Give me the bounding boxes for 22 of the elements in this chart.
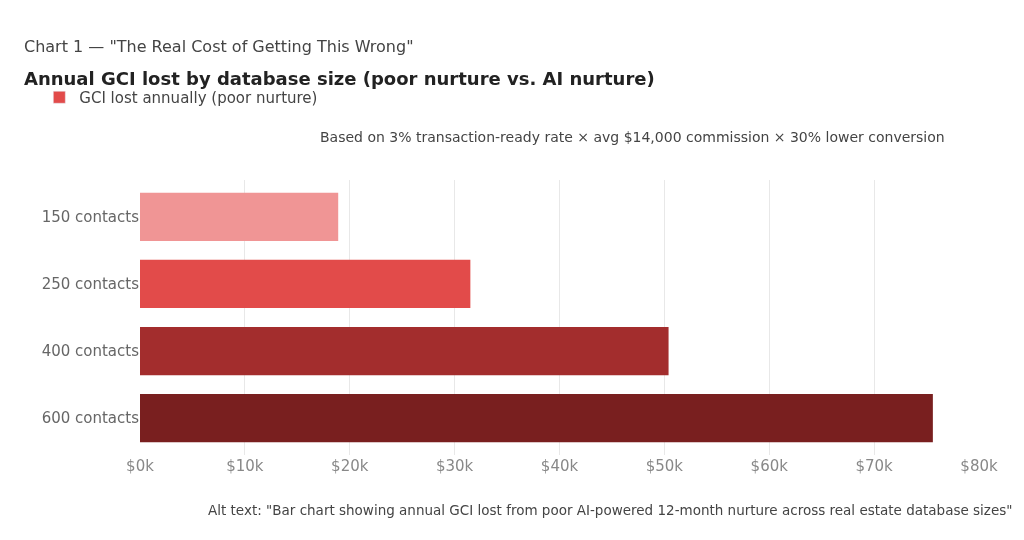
text: Based on 3% transaction-ready rate × avg $14,000 commission × 30% lower conversion (320, 129, 945, 145)
x-tick-label: $50k (645, 457, 684, 475)
x-tick-label: $40k (540, 457, 579, 475)
x-tick-label: $30k (435, 457, 474, 475)
bar (140, 259, 471, 309)
text: Alt text: "Bar chart showing annual GCI lost from poor AI-powered 12-month nurture across real estate database sizes" (208, 502, 1013, 518)
bar (140, 393, 933, 443)
x-tick-label: $70k (855, 457, 894, 475)
x-tick-label: $80k (960, 457, 998, 475)
y-tick-label: 600 contacts (41, 409, 140, 428)
y-tick-label: 250 contacts (41, 275, 140, 294)
y-tick-label: 400 contacts (41, 342, 140, 361)
x-tick-label: $10k (226, 457, 264, 475)
bar (140, 326, 669, 376)
y-tick-label: 150 contacts (41, 208, 140, 227)
bar (140, 192, 339, 242)
chart-title: Annual GCI lost by database size (poor nurture vs. AI nurture) (24, 68, 655, 89)
legend-label: GCI lost annually (poor nurture) (79, 89, 318, 108)
chart-subtitle: Chart 1 — "The Real Cost of Getting This Wrong" (24, 37, 414, 56)
x-tick-label: $20k (331, 457, 369, 475)
x-tick-label: $60k (750, 457, 789, 475)
x-tick-label: $0k (126, 457, 155, 475)
